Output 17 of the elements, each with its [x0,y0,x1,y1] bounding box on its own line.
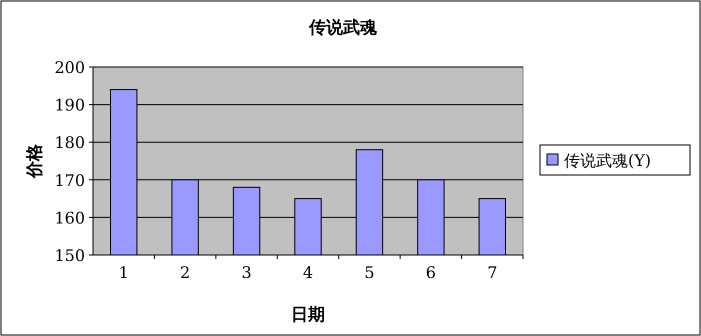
y-tick-label: 190 [54,96,85,115]
y-tick-label: 150 [54,246,85,265]
y-tick-label: 160 [54,208,85,228]
x-tick-label: 5 [364,263,375,282]
y-tick-label: 170 [54,170,85,190]
y-tick-label: 200 [54,58,85,77]
y-axis-title: 价格 [25,143,45,179]
chart-title: 传说武魂 [308,18,377,38]
x-tick-label: 6 [426,263,436,282]
y-tick-label: 180 [54,133,85,152]
x-tick-label: 2 [180,263,190,282]
x-axis-title: 日期 [291,305,325,325]
legend-label: 传说武魂(Y) [564,151,652,170]
x-tick-label: 4 [302,263,314,282]
x-tick-label: 3 [241,263,252,282]
x-tick-label: 7 [487,263,498,282]
x-tick-label: 1 [118,263,129,282]
